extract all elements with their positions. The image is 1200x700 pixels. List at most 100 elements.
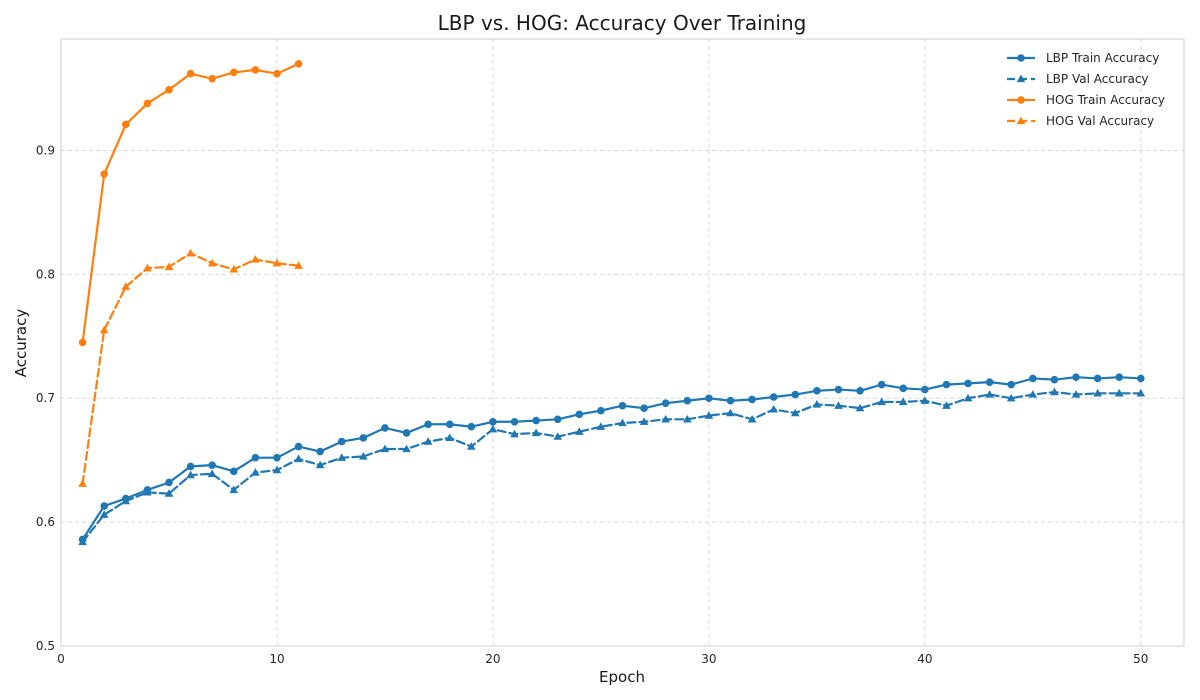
y-tick-label: 0.6: [36, 515, 55, 529]
lbp-val-accuracy-point: [618, 418, 627, 427]
lbp-val-accuracy-point: [510, 429, 519, 438]
lbp-train-accuracy-point: [769, 393, 778, 401]
hog-train-accuracy-point: [143, 99, 152, 108]
lbp-val-accuracy-point: [877, 397, 886, 406]
lbp-val-accuracy-point: [704, 411, 714, 419]
lbp-val-accuracy-point: [186, 470, 195, 479]
lbp-val-accuracy-point: [682, 414, 692, 423]
lbp-val-accuracy-point: [790, 408, 800, 417]
lbp-train-accuracy-point: [510, 417, 519, 426]
lbp-val-accuracy-point: [294, 454, 303, 463]
lbp-train-accuracy-point: [597, 406, 605, 415]
lbp-val-accuracy-point: [315, 460, 325, 469]
lbp-train-accuracy-point: [273, 453, 281, 462]
lbp-val-accuracy-point: [423, 437, 433, 445]
lbp-train-accuracy-point: [964, 379, 972, 388]
lbp-train-accuracy-point: [705, 394, 713, 403]
legend-marker: [1017, 54, 1025, 62]
lbp-train-accuracy-point: [834, 385, 843, 394]
lbp-train-accuracy-point: [985, 378, 994, 386]
hog-train-accuracy-point: [294, 59, 303, 68]
legend-label: HOG Val Accuracy: [1046, 114, 1154, 128]
lbp-val-accuracy-point: [596, 422, 606, 430]
chart-title: LBP vs. HOG: Accuracy Over Training: [438, 11, 807, 35]
hog-val-accuracy-point: [121, 282, 131, 290]
lbp-val-accuracy-point: [337, 453, 347, 461]
x-tick-label: 0: [57, 652, 65, 666]
lbp-val-accuracy-series: [78, 387, 1146, 546]
hog-train-accuracy-point: [273, 69, 281, 78]
lbp-val-accuracy-point: [251, 468, 260, 476]
lbp-train-accuracy-point: [251, 453, 260, 462]
y-tick-label: 0.8: [36, 267, 55, 281]
lbp-train-accuracy-point: [467, 422, 476, 431]
lbp-train-accuracy-point: [921, 385, 929, 394]
lbp-train-accuracy-point: [1029, 374, 1037, 383]
lbp-train-accuracy-point: [726, 396, 735, 405]
lbp-train-accuracy-point: [618, 401, 627, 410]
lbp-val-accuracy-point: [164, 489, 174, 497]
lbp-train-accuracy-point: [1137, 374, 1145, 383]
hog-val-accuracy-point: [143, 263, 152, 272]
lbp-val-accuracy-point: [769, 404, 778, 413]
lbp-val-accuracy-point: [747, 414, 757, 423]
lbp-train-accuracy-point: [294, 442, 303, 451]
lbp-train-accuracy-point: [100, 502, 108, 510]
hog-val-accuracy-point: [272, 258, 282, 267]
lbp-train-accuracy-point: [424, 420, 432, 429]
lbp-train-accuracy-point: [208, 461, 216, 469]
hog-val-accuracy-series: [78, 248, 303, 487]
lbp-val-accuracy-point: [574, 427, 584, 435]
lbp-val-accuracy-point: [402, 444, 411, 453]
lbp-train-accuracy-point: [402, 429, 411, 437]
y-axis-label: Accuracy: [12, 309, 30, 378]
x-axis-label: Epoch: [599, 668, 645, 686]
lbp-val-accuracy-point: [445, 433, 455, 442]
tick-labels: 0 10 20 30 40 50 0.5 0.6 0.7 0.8 0.9: [36, 143, 1149, 666]
lbp-val-accuracy-point: [1114, 388, 1124, 397]
grid: [60, 39, 1184, 647]
hog-train-accuracy-line: [81, 62, 300, 344]
x-tick-label: 30: [701, 652, 716, 666]
legend-item-lbp-val-accuracy: LBP Val Accuracy: [1007, 72, 1149, 86]
lbp-train-accuracy-line: [81, 376, 1142, 541]
legend: LBP Train Accuracy LBP Val Accuracy HOG Tr…: [1007, 51, 1165, 128]
lbp-val-accuracy-point: [359, 452, 368, 460]
x-tick-label: 20: [485, 652, 500, 666]
lbp-train-accuracy-point: [1093, 374, 1102, 383]
lbp-train-accuracy-point: [165, 478, 173, 487]
lbp-train-accuracy-point: [791, 390, 800, 399]
lbp-train-accuracy-point: [381, 424, 389, 432]
lbp-val-accuracy-line: [81, 390, 1142, 544]
lbp-val-accuracy-point: [229, 485, 239, 494]
lbp-train-accuracy-point: [748, 395, 756, 404]
hog-val-accuracy-line: [81, 252, 300, 485]
lbp-val-accuracy-point: [1071, 390, 1081, 398]
hog-val-accuracy-point: [164, 262, 174, 271]
y-tick-label: 0.7: [36, 391, 55, 405]
lbp-val-accuracy-point: [99, 510, 109, 518]
x-tick-label: 50: [1133, 652, 1148, 666]
lbp-train-accuracy-point: [640, 404, 648, 412]
hog-train-accuracy-point: [208, 74, 216, 83]
lbp-train-accuracy-point: [553, 415, 562, 424]
legend-label: LBP Train Accuracy: [1046, 51, 1159, 65]
lbp-val-accuracy-point: [963, 393, 973, 402]
hog-train-accuracy-point: [100, 170, 108, 178]
lbp-train-accuracy-point: [1072, 373, 1080, 381]
lbp-train-accuracy-point: [813, 387, 821, 395]
hog-val-accuracy-point: [294, 261, 303, 269]
lbp-train-accuracy-point: [337, 437, 346, 446]
lbp-val-accuracy-point: [898, 397, 908, 406]
lbp-train-accuracy-series: [78, 373, 1145, 544]
lbp-val-accuracy-point: [920, 396, 930, 404]
lbp-train-accuracy-point: [661, 399, 670, 408]
lbp-train-accuracy-point: [316, 447, 324, 456]
lbp-train-accuracy-point: [856, 387, 864, 395]
lbp-train-accuracy-point: [575, 410, 584, 419]
lbp-val-accuracy-point: [380, 444, 390, 453]
lbp-train-accuracy-point: [1007, 380, 1016, 389]
y-tick-label: 0.9: [36, 143, 55, 157]
lbp-train-accuracy-point: [186, 462, 195, 471]
